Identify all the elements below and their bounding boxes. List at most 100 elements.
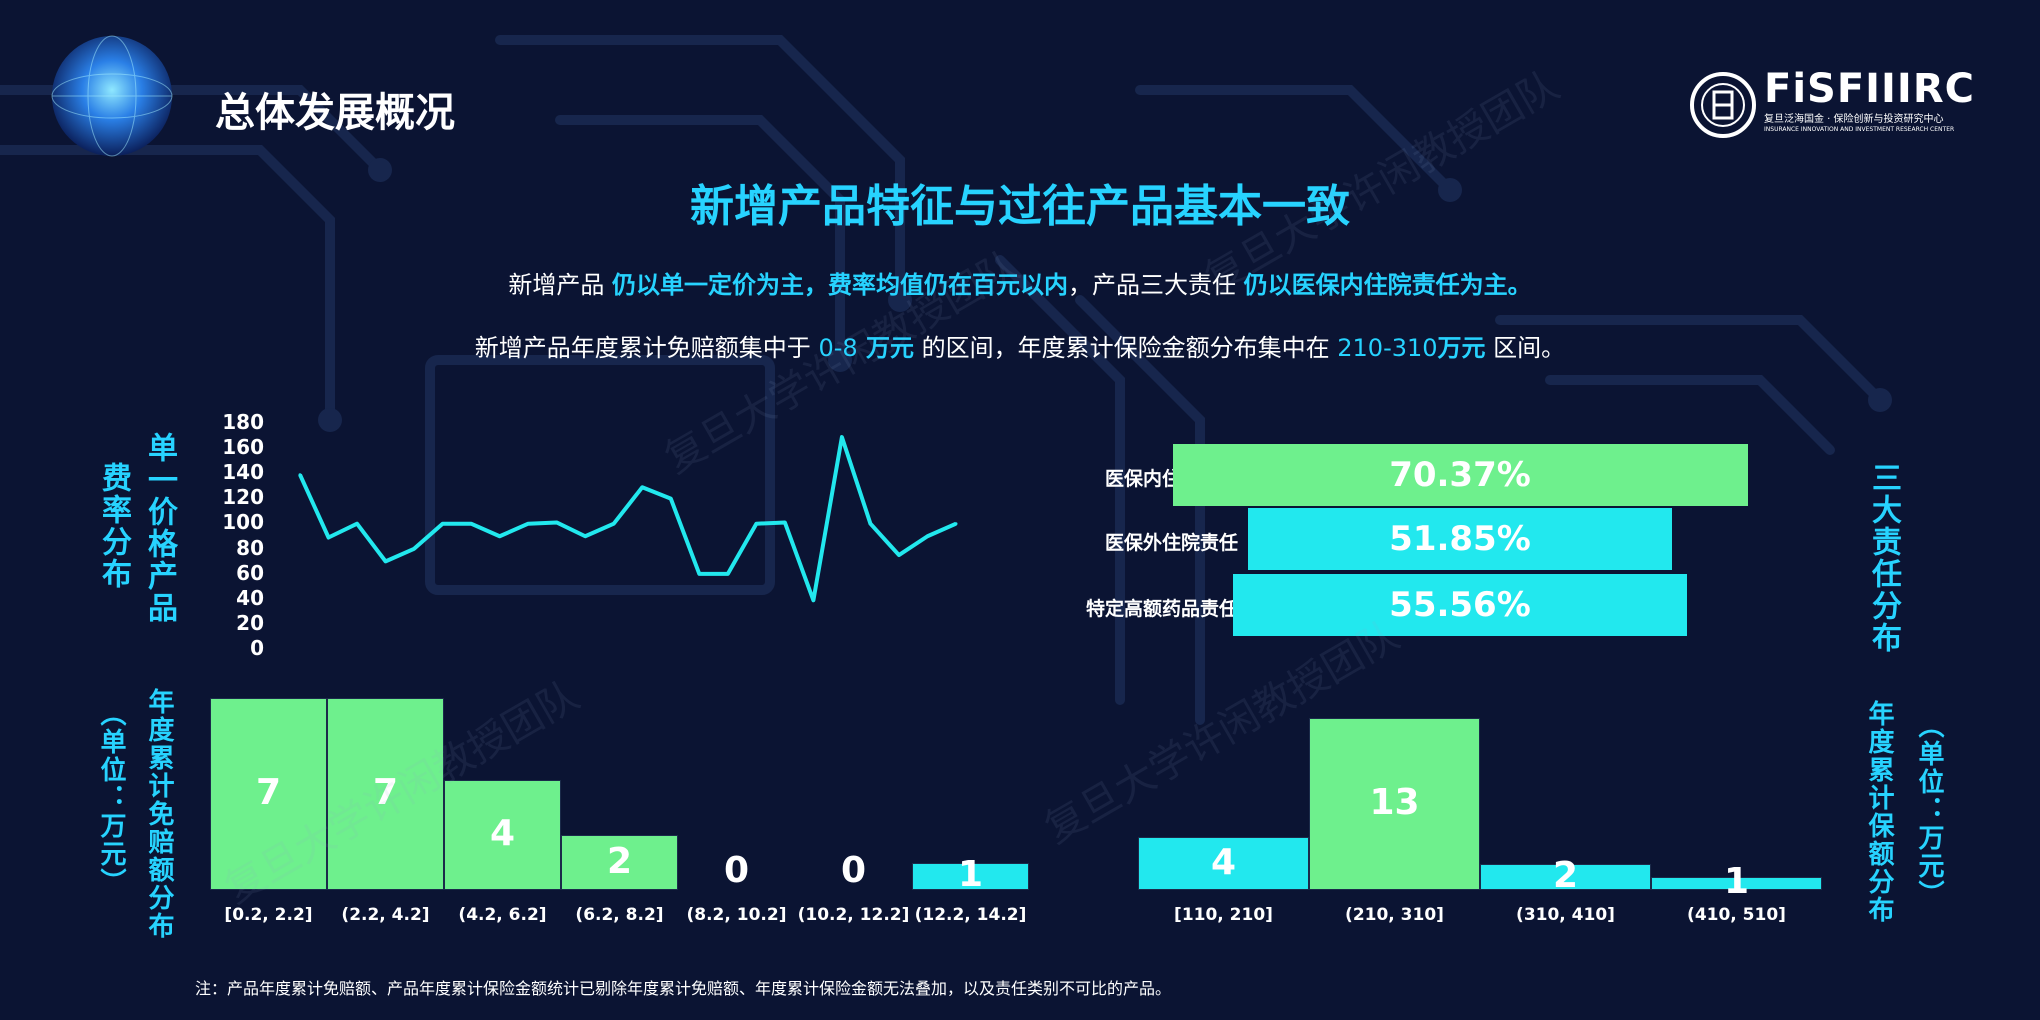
summary-highlight: 仍以医保内住院责任为主。 xyxy=(1243,271,1532,299)
rate-data-point xyxy=(412,547,416,551)
summary-line-1: 新增产品 仍以单一定价为主，费率均值仍在百元以内，产品三大责任 仍以医保内住院责… xyxy=(0,265,2040,300)
y-tick-label: 140 xyxy=(222,460,264,485)
rate-data-point xyxy=(526,522,530,526)
histogram-bar xyxy=(210,697,327,890)
histogram-category-label: (12.2, 14.2] xyxy=(914,905,1027,925)
histogram-bar xyxy=(1138,837,1309,890)
rate-data-point xyxy=(754,522,758,526)
rate-data-point xyxy=(327,536,331,540)
histogram-category-label: (10.2, 12.2] xyxy=(797,905,910,925)
page-title: 总体发展概况 xyxy=(215,90,455,136)
seal-icon xyxy=(1690,72,1756,138)
rate-data-point xyxy=(555,520,559,524)
histogram-category-label: [110, 210] xyxy=(1174,905,1273,925)
rate-data-point xyxy=(498,534,502,538)
rate-data-point xyxy=(840,435,844,439)
rate-data-point xyxy=(384,559,388,563)
histogram-value-label: 7 xyxy=(372,771,399,813)
responsibility-bar: 70.37% xyxy=(1172,444,1748,506)
rate-data-point xyxy=(726,572,730,576)
histogram-category-label: (310, 410] xyxy=(1516,905,1615,925)
histogram-value-label: 2 xyxy=(606,840,633,882)
main-title: 新增产品特征与过往产品基本一致 xyxy=(690,181,1350,232)
rate-data-point xyxy=(783,520,787,524)
histogram-value-label: 2 xyxy=(1552,854,1579,896)
histogram-category-label: (4.2, 6.2] xyxy=(458,905,547,925)
histogram-category-label: (2.2, 4.2] xyxy=(341,905,430,925)
summary-highlight: 0-8 xyxy=(818,334,858,362)
rate-data-point xyxy=(954,522,958,526)
histogram-value-label: 13 xyxy=(1369,782,1420,824)
institute-logo: FiSFIIIRC 复旦泛海国金 · 保险创新与投资研究中心 INSURANCE… xyxy=(1688,66,1988,146)
summary-text: 的区间，年度累计保险金额分布集中在 xyxy=(914,334,1338,362)
summary-highlight: 万元 xyxy=(1437,334,1486,362)
histogram-bar xyxy=(1651,876,1822,890)
histogram-bar xyxy=(1480,863,1651,890)
histogram-bar xyxy=(327,697,444,890)
y-tick-label: 40 xyxy=(236,585,264,610)
histogram-bar xyxy=(561,835,678,890)
summary-highlight: 仍以单一定价为主，费率均值仍在百元以内 xyxy=(612,271,1068,299)
rate-data-point xyxy=(355,522,359,526)
rate-data-point xyxy=(925,534,929,538)
histogram-value-label: 0 xyxy=(723,850,750,891)
histogram-bar xyxy=(444,780,561,890)
histogram-value-label: 4 xyxy=(489,813,516,854)
histogram-category-label: (210, 310] xyxy=(1345,905,1444,925)
rate-data-point xyxy=(298,473,302,477)
deductible-chart-label: 年度累计免赔额分布 xyxy=(144,688,174,940)
rate-data-point xyxy=(612,522,616,526)
rate-series-line xyxy=(298,435,957,603)
histogram-value-label: 7 xyxy=(255,771,282,813)
histogram-category-label: [0.2, 2.2] xyxy=(224,905,313,925)
responsibility-bar: 51.85% xyxy=(1248,508,1672,570)
y-tick-label: 160 xyxy=(222,435,264,460)
histogram-value-label: 0 xyxy=(840,850,867,891)
summary-highlight: 210-310 xyxy=(1337,334,1438,362)
rate-data-point xyxy=(868,522,872,526)
y-tick-label: 100 xyxy=(222,510,264,535)
summary-text: 新增产品 xyxy=(508,271,612,299)
rate-data-point xyxy=(697,572,701,576)
summary-text: 新增产品年度累计免赔额集中于 xyxy=(474,334,819,362)
rate-line-chart xyxy=(298,435,958,603)
histogram-bar xyxy=(912,862,1029,890)
logo-subtitle-en: INSURANCE INNOVATION AND INVESTMENT RESE… xyxy=(1764,126,1955,133)
line-chart-ylabel-a: 单一价格产品 xyxy=(142,432,177,624)
sum-insured-unit-label: （单位：万元） xyxy=(1914,712,1944,908)
histogram-bar xyxy=(1309,718,1480,890)
deductible-unit-label: （单位：万元） xyxy=(96,700,126,896)
histogram-category-label: (6.2, 8.2] xyxy=(575,905,664,925)
y-tick-label: 80 xyxy=(236,535,264,560)
responsibility-label: 医保外住院责任 xyxy=(1104,532,1238,554)
rate-data-point xyxy=(640,485,644,489)
rate-data-point xyxy=(811,598,815,602)
histogram-value-label: 1 xyxy=(957,854,984,896)
histogram-category-label: (410, 510] xyxy=(1687,905,1786,925)
rate-data-point xyxy=(441,522,445,526)
histogram-value-label: 1 xyxy=(1723,861,1750,903)
y-tick-label: 60 xyxy=(236,560,264,585)
responsibility-bar: 55.56% xyxy=(1233,574,1687,636)
responsibility-label: 特定高额药品责任 xyxy=(1085,598,1238,620)
rate-data-point xyxy=(897,553,901,557)
rate-data-point xyxy=(469,522,473,526)
rate-data-point xyxy=(583,534,587,538)
sum-insured-chart-label: 年度累计保额分布 xyxy=(1864,700,1894,924)
summary-text: 区间。 xyxy=(1485,334,1566,362)
y-tick-label: 20 xyxy=(236,610,264,635)
logo-wordmark: FiSFIIIRC xyxy=(1764,66,1975,112)
y-tick-label: 0 xyxy=(250,636,264,660)
y-tick-label: 120 xyxy=(222,485,264,510)
summary-text: ，产品三大责任 xyxy=(1068,271,1244,299)
histogram-category-label: (8.2, 10.2] xyxy=(686,905,787,925)
histogram-value-label: 4 xyxy=(1210,841,1237,883)
responsibility-chart-label: 三大责任分布 xyxy=(1866,462,1901,654)
summary-highlight: 万元 xyxy=(857,334,914,362)
summary-line-2: 新增产品年度累计免赔额集中于 0-8 万元 的区间，年度累计保险金额分布集中在 … xyxy=(0,328,2040,363)
y-tick-label: 180 xyxy=(222,410,264,434)
line-chart-ylabel-b: 费率分布 xyxy=(96,462,131,590)
footnote: 注：产品年度累计免赔额、产品年度累计保险金额统计已剔除年度累计免赔额、年度累计保… xyxy=(195,979,1172,998)
logo-subtitle-cn: 复旦泛海国金 · 保险创新与投资研究中心 xyxy=(1764,114,1944,125)
